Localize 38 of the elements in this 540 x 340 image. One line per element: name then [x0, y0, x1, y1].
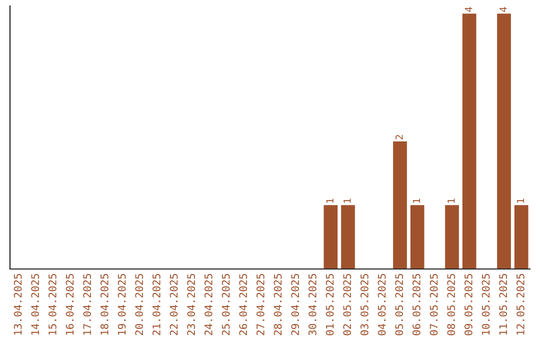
- x-tick-label: 16.04.2025: [66, 274, 74, 335]
- x-tick-label: 04.05.2025: [378, 274, 386, 336]
- data-label: 1: [326, 198, 334, 203]
- data-label: 1: [344, 198, 351, 203]
- x-tick-label: 20.04.2025: [135, 274, 144, 336]
- x-tick-label: 05.05.2025: [395, 274, 404, 336]
- data-label: 1: [516, 198, 524, 203]
- x-tick-label: 27.04.2025: [256, 274, 264, 336]
- data-label: 1: [448, 198, 455, 203]
- x-tick-label: 19.04.2025: [118, 274, 126, 335]
- data-label: 4: [500, 6, 507, 12]
- x-tick-label: 25.04.2025: [222, 274, 230, 336]
- x-tick-label: 09.05.2025: [464, 274, 472, 336]
- x-tick-label: 18.04.2025: [100, 274, 108, 335]
- x-tick-label: 29.04.2025: [291, 274, 300, 336]
- x-tick-label: 22.04.2025: [170, 274, 178, 336]
- x-tick-label: 06.05.2025: [412, 274, 420, 336]
- x-tick-label: 23.04.2025: [187, 274, 196, 336]
- x-tick-label: 03.05.2025: [360, 274, 368, 336]
- x-tick-label: 28.04.2025: [274, 274, 282, 336]
- x-tick-label: 30.04.2025: [308, 274, 316, 336]
- x-tick-label: 08.05.2025: [447, 274, 456, 336]
- x-tick-label: 02.05.2025: [343, 274, 352, 336]
- x-tick-label: 21.04.2025: [152, 274, 160, 336]
- x-tick-label: 13.04.2025: [14, 274, 22, 335]
- x-tick-label: 07.05.2025: [430, 274, 438, 336]
- x-tick-label: 17.04.2025: [83, 274, 92, 335]
- data-label: 2: [395, 135, 403, 140]
- x-tick-label: 01.05.2025: [326, 274, 334, 336]
- x-tick-label: 14.04.2025: [31, 274, 40, 335]
- x-tick-label: 10.05.2025: [482, 274, 490, 335]
- x-tick-label: 11.05.2025: [499, 274, 508, 335]
- data-label: 4: [464, 6, 472, 12]
- x-tick-label: 15.04.2025: [48, 274, 56, 335]
- x-tick-label: 26.04.2025: [239, 274, 248, 336]
- x-tick-label: 24.04.2025: [204, 274, 212, 336]
- data-label: 1: [412, 198, 420, 203]
- x-tick-label: 12.05.2025: [516, 274, 524, 335]
